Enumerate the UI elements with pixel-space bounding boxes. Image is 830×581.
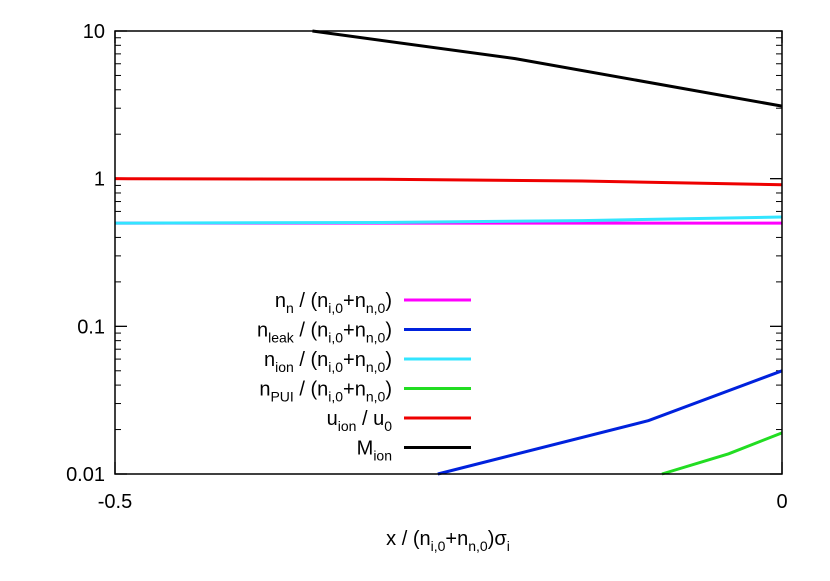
y-tick-label: 10 <box>83 21 105 43</box>
y-tick-label: 0.01 <box>66 464 105 486</box>
legend-label-5: uion / u0 <box>327 408 393 434</box>
legend-label-3: nion / (ni,0+nn,0) <box>264 349 392 375</box>
plot-frame <box>114 30 783 475</box>
minor-ticks <box>115 37 782 431</box>
legend: nn / (ni,0+nn,0) nleak / (ni,0+nn,0) nion … <box>257 290 471 464</box>
legend-label-6: Mion <box>357 438 392 464</box>
series-line-4 <box>661 431 783 476</box>
x-tick-label: -0.5 <box>98 491 132 513</box>
series-lines <box>114 29 783 476</box>
y-tick-label: 0.1 <box>77 316 105 338</box>
x-tick-label: 0 <box>776 491 787 513</box>
tick-labels: 0.01 0.1 1 10 -0.5 0 <box>66 21 788 513</box>
series-line-6 <box>312 29 783 108</box>
series-line-5 <box>114 177 783 187</box>
x-axis-label: x / (ni,0+nn,0)σi <box>386 528 510 554</box>
legend-label-1: nn / (ni,0+nn,0) <box>275 290 392 316</box>
legend-label-2: nleak / (ni,0+nn,0) <box>257 320 392 346</box>
series-line-2 <box>437 369 783 476</box>
series-line-3 <box>114 215 783 225</box>
y-tick-label: 1 <box>94 169 105 191</box>
legend-label-4: nPUI / (ni,0+nn,0) <box>259 379 392 405</box>
